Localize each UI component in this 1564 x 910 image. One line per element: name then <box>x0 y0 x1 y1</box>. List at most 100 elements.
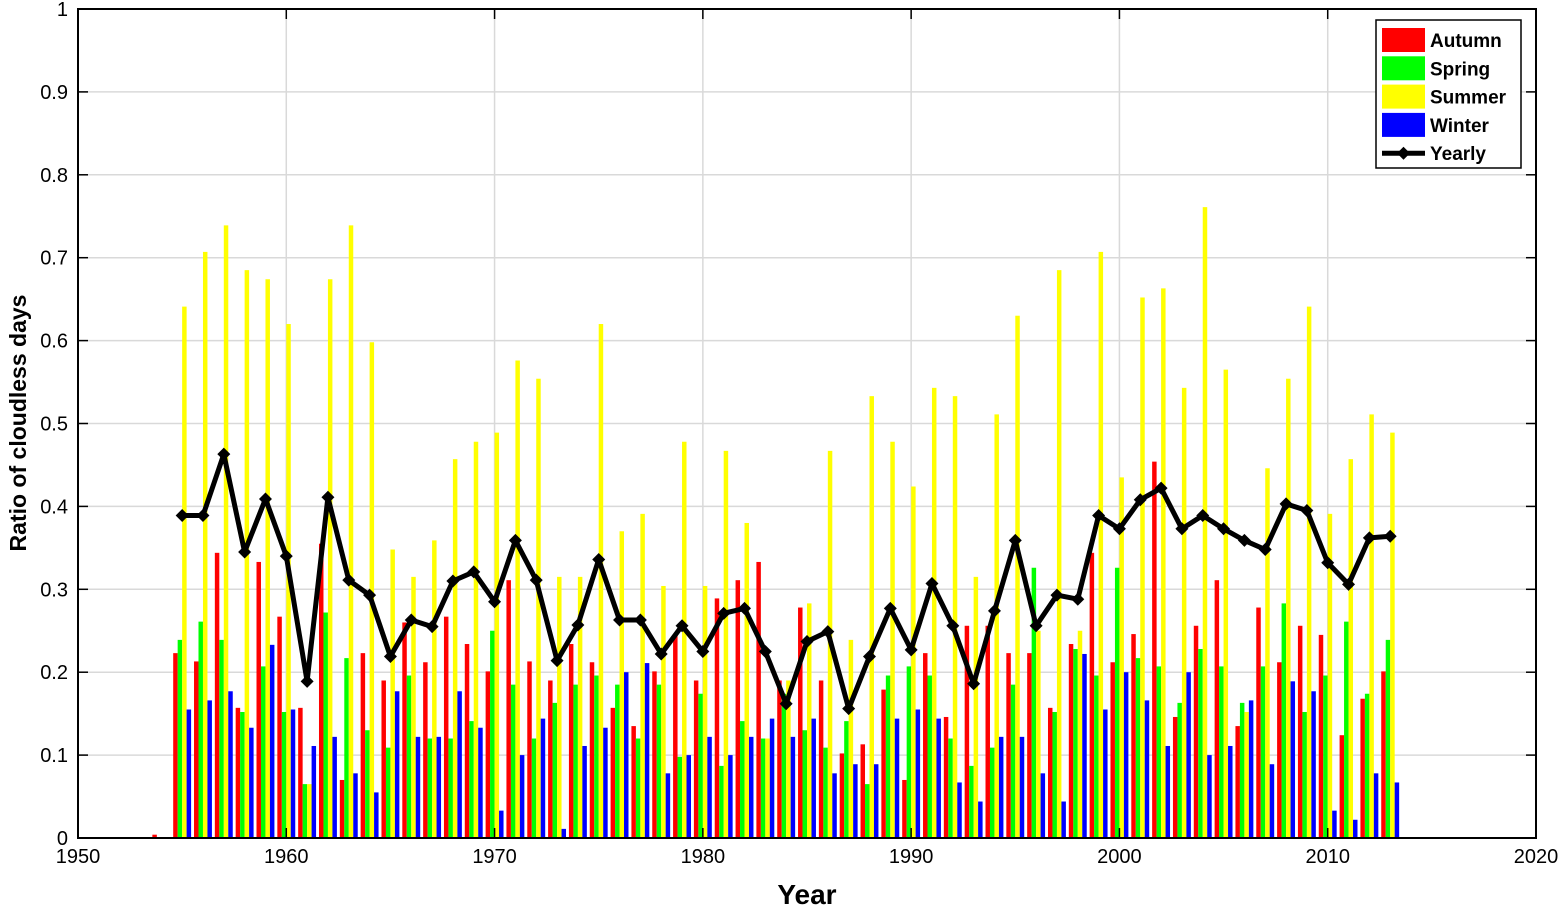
yearly-marker-1985 <box>821 625 835 639</box>
bar-winter-1971 <box>540 718 546 838</box>
bar-summer-1958 <box>265 279 270 838</box>
bar-autumn-1970 <box>506 580 511 838</box>
bar-winter-1954 <box>186 709 192 838</box>
bar-summer-1969 <box>494 432 500 838</box>
bar-autumn-1966 <box>423 662 428 838</box>
yearly-marker-1978 <box>675 619 689 633</box>
bar-spring-2003 <box>1198 648 1203 838</box>
bar-autumn-2012 <box>1381 671 1386 838</box>
bar-summer-2004 <box>1223 369 1229 838</box>
yearly-marker-1959 <box>279 549 293 563</box>
yearly-marker-1999 <box>1112 522 1126 536</box>
bar-summer-1955 <box>202 251 208 838</box>
yearly-marker-1970 <box>508 533 522 547</box>
x-tick-label-1990: 1990 <box>889 846 934 868</box>
bar-summer-1976 <box>640 513 645 838</box>
yearly-marker-2006 <box>1258 543 1272 557</box>
yearly-marker-1955 <box>196 509 210 523</box>
bar-winter-2004 <box>1228 745 1233 838</box>
bar-spring-1960 <box>302 784 308 838</box>
bar-spring-1986 <box>844 721 849 838</box>
bar-summer-1961 <box>327 279 333 838</box>
bar-summer-1960 <box>307 784 312 838</box>
yearly-marker-1986 <box>842 702 856 716</box>
legend-label-autumn: Autumn <box>1430 31 1502 52</box>
bar-summer-1963 <box>369 342 375 838</box>
y-tick-label-0-6: 0.6 <box>40 331 68 353</box>
bar-autumn-1953 <box>152 834 157 838</box>
bar-spring-1959 <box>281 711 287 838</box>
bar-spring-2001 <box>1156 666 1162 838</box>
bar-summer-1967 <box>452 459 458 838</box>
bar-autumn-1973 <box>568 644 574 838</box>
yearly-marker-1966 <box>425 620 439 634</box>
bar-autumn-1954 <box>173 653 178 838</box>
bar-autumn-1957 <box>235 707 241 838</box>
yearly-marker-2011 <box>1362 531 1376 545</box>
bar-winter-1980 <box>728 755 733 838</box>
yearly-marker-2010 <box>1342 577 1356 591</box>
bar-winter-1988 <box>894 718 900 838</box>
yearly-marker-2012 <box>1383 529 1397 543</box>
bar-winter-1985 <box>832 773 837 838</box>
yearly-marker-1988 <box>883 601 897 615</box>
bar-winter-1966 <box>436 736 442 838</box>
bar-autumn-2007 <box>1277 662 1282 838</box>
bar-autumn-1997 <box>1068 644 1074 838</box>
bar-spring-1954 <box>177 639 183 838</box>
bar-autumn-1976 <box>631 726 636 838</box>
bar-autumn-1958 <box>256 561 261 838</box>
yearly-marker-1969 <box>488 595 502 609</box>
bar-winter-1983 <box>790 736 796 838</box>
bar-summer-2008 <box>1306 306 1312 838</box>
bar-spring-1997 <box>1073 648 1078 838</box>
yearly-marker-1967 <box>446 574 460 588</box>
bar-autumn-1998 <box>1089 552 1095 838</box>
bar-winter-1969 <box>499 810 504 838</box>
yearly-marker-1991 <box>946 619 960 633</box>
bar-winter-2008 <box>1311 691 1316 838</box>
bar-spring-1967 <box>448 738 453 838</box>
bar-spring-1978 <box>677 756 683 838</box>
bar-winter-1962 <box>353 773 358 838</box>
bar-autumn-2000 <box>1131 634 1136 838</box>
bar-winter-2002 <box>1186 672 1191 838</box>
bar-summer-1980 <box>723 450 729 838</box>
bar-summer-1990 <box>931 387 937 838</box>
bar-winter-1987 <box>873 764 879 838</box>
yearly-marker-1981 <box>738 601 752 615</box>
bar-summer-1972 <box>557 576 562 838</box>
bar-winter-1960 <box>311 745 317 838</box>
bar-autumn-1986 <box>839 753 845 838</box>
yearly-marker-1993 <box>987 604 1001 618</box>
bar-spring-1981 <box>740 721 745 838</box>
bar-summer-1966 <box>432 540 437 838</box>
bar-autumn-1988 <box>881 689 886 838</box>
yearly-marker-1964 <box>383 649 397 663</box>
bar-summer-1956 <box>223 225 229 838</box>
bar-winter-1958 <box>269 644 275 838</box>
bar-spring-2008 <box>1302 711 1307 838</box>
bar-spring-1982 <box>760 738 766 838</box>
yearly-marker-1989 <box>904 643 918 657</box>
bar-winter-2012 <box>1394 782 1400 838</box>
y-tick-label-0-9: 0.9 <box>40 82 68 104</box>
bar-series-group <box>152 207 1400 839</box>
bar-spring-1966 <box>427 738 433 838</box>
bar-spring-1985 <box>823 747 828 838</box>
bar-autumn-1983 <box>777 680 782 838</box>
bar-winter-1998 <box>1103 709 1108 838</box>
yearly-marker-2000 <box>1133 493 1147 507</box>
yearly-marker-1973 <box>571 618 585 632</box>
y-tick-label-0-2: 0.2 <box>40 662 68 684</box>
yearly-marker-1961 <box>321 490 335 504</box>
bar-winter-1984 <box>811 718 816 838</box>
x-tick-label-1980: 1980 <box>681 846 726 868</box>
bar-spring-2012 <box>1385 639 1391 838</box>
yearly-marker-2008 <box>1300 504 1314 518</box>
yearly-marker-1962 <box>342 573 356 587</box>
bar-autumn-1978 <box>673 634 678 838</box>
bar-spring-1996 <box>1052 711 1057 838</box>
bar-spring-1968 <box>469 721 474 838</box>
bar-spring-1964 <box>385 747 391 838</box>
